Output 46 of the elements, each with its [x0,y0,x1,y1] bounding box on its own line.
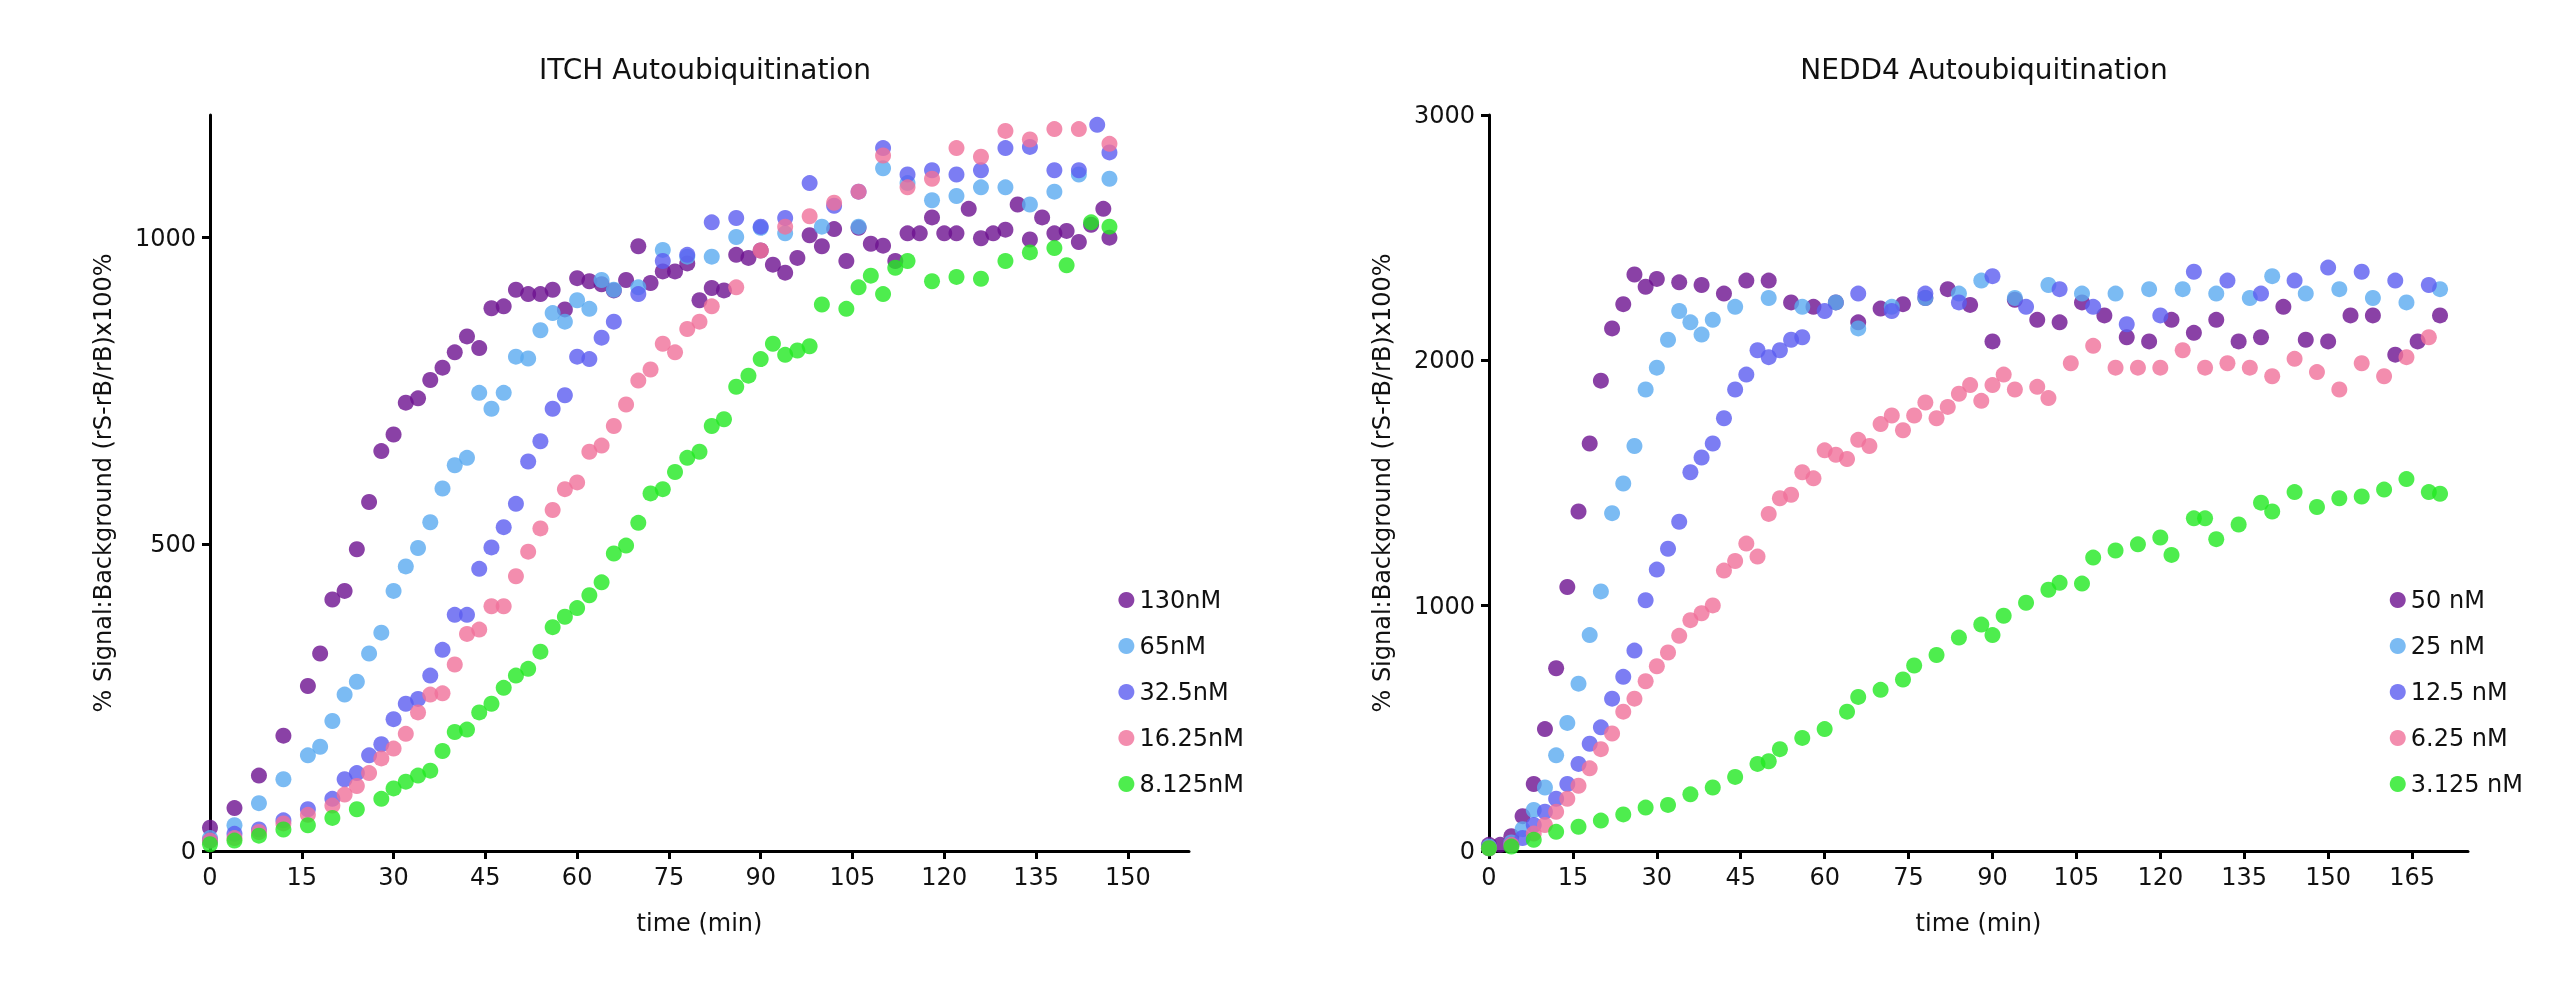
y-tick-label: 1000 [134,223,196,252]
legend-label: 8.125nM [1139,770,1244,798]
legend-label: 12.5 nM [2410,678,2508,706]
x-tick-label: 45 [470,863,501,891]
x-tick-label: 120 [2137,863,2184,891]
y-axis-title: % Signal:Background (rS-rB/rB)x100% [1368,253,1396,713]
x-tick-label: 150 [2305,863,2352,891]
y-tick-label: 500 [150,530,196,559]
x-tick-label: 135 [1013,863,1059,891]
legend-label: 3.125 nM [2410,770,2524,798]
legend-label: 32.5nM [1139,678,1229,706]
x-axis-title: time (min) [636,909,763,937]
x-tick-label: 105 [2053,863,2100,891]
legend-label: 6.25 nM [2410,724,2508,752]
y-tick-label: 0 [1459,837,1475,865]
x-tick-label: 90 [745,863,776,891]
y-tick-label: 0 [180,837,196,865]
x-tick-label: 60 [1809,863,1840,891]
x-tick-label: 120 [921,863,968,891]
y-tick-label: 2000 [1413,346,1475,375]
x-tick-label: 0 [202,863,218,891]
x-tick-label: 105 [829,863,876,891]
chart-title: NEDD4 Autoubiquitination [1800,52,2168,86]
x-tick-label: 0 [1481,863,1497,891]
legend-label: 65nM [1139,632,1206,660]
x-tick-label: 150 [1104,863,1151,891]
x-tick-label: 75 [653,863,685,891]
x-tick-label: 165 [2389,863,2435,891]
x-tick-label: 75 [1893,863,1924,891]
x-tick-label: 15 [286,863,318,891]
legend-label: 50 nM [2410,586,2485,614]
y-tick-label: 1000 [1413,591,1475,620]
y-axis-title: % Signal:Background (rS-rB/rB)x100% [89,253,117,713]
x-tick-label: 30 [378,863,409,891]
x-tick-label: 15 [1557,863,1589,891]
x-tick-label: 135 [2221,863,2268,891]
legend-label: 16.25nM [1139,724,1244,752]
chart-title: ITCH Autoubiquitination [538,52,872,86]
y-tick-label: 3000 [1413,101,1475,129]
x-tick-label: 30 [1641,863,1673,891]
x-tick-label: 45 [1725,863,1757,891]
x-axis-title: time (min) [1915,909,2042,937]
legend-label: 25 nM [2410,632,2485,660]
x-tick-label: 60 [561,863,593,891]
x-tick-label: 90 [1977,863,2008,891]
legend-label: 130nM [1139,586,1222,614]
